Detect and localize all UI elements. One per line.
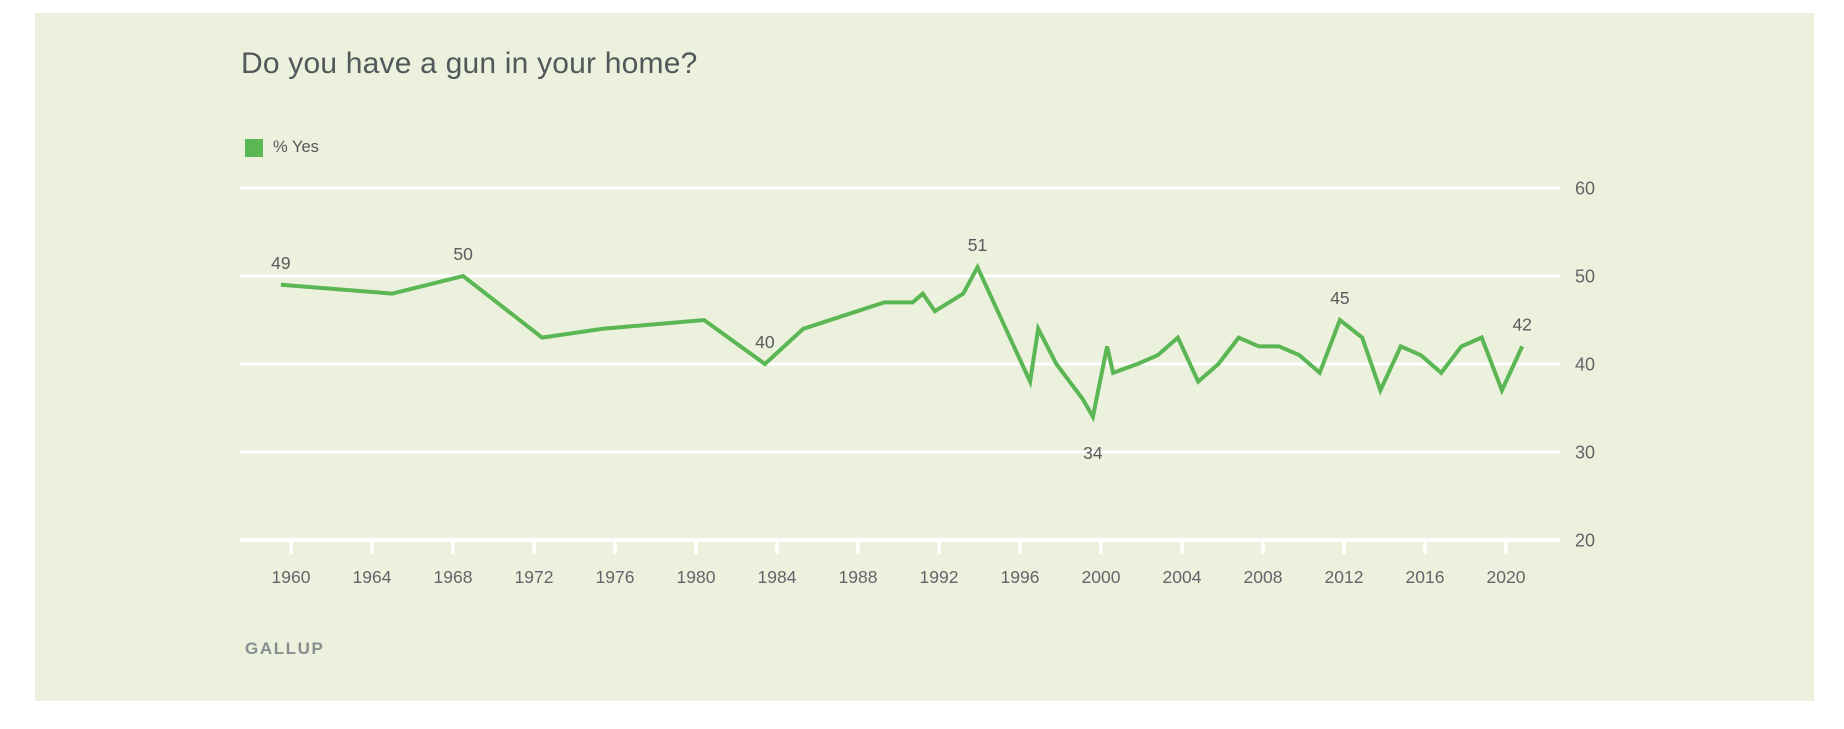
legend: % Yes: [245, 138, 319, 157]
legend-label-yes: % Yes: [273, 138, 319, 156]
chart-panel: [35, 13, 1814, 701]
legend-swatch-yes: [245, 138, 263, 157]
source-attribution: GALLUP: [245, 639, 325, 658]
chart-title: Do you have a gun in your home?: [241, 47, 698, 80]
